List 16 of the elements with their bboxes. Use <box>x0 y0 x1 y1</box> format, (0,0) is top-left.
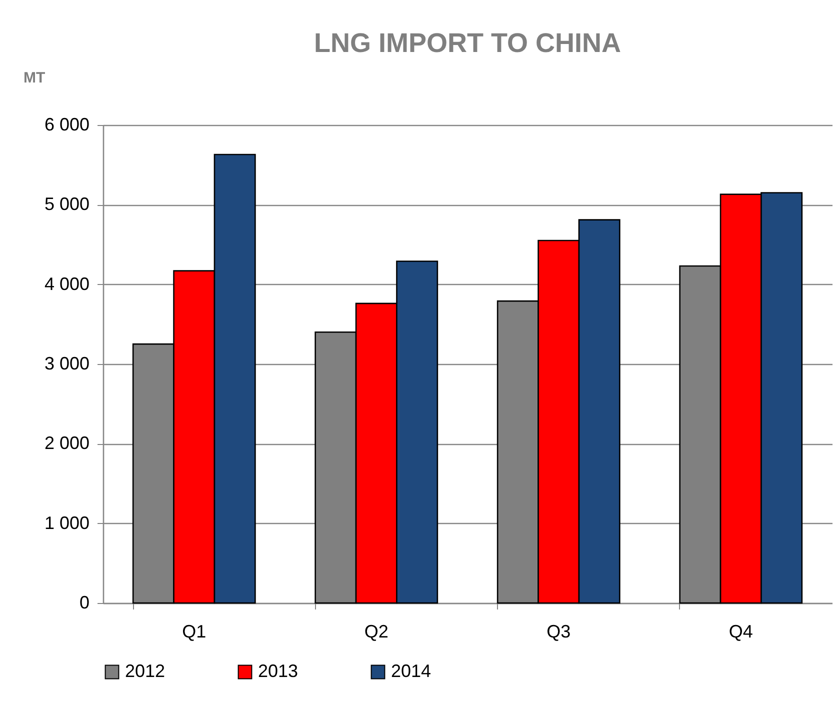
x-tick-label: Q2 <box>364 622 388 642</box>
y-tick-label: 5 000 <box>44 194 90 214</box>
y-tick-label: 0 <box>79 592 90 612</box>
legend-label: 2013 <box>258 661 298 681</box>
legend-label: 2014 <box>391 661 432 681</box>
y-tick-label: 1 000 <box>44 512 90 533</box>
x-tick-label: Q4 <box>728 622 753 642</box>
y-tick-label: 6 000 <box>44 114 90 134</box>
legend-label: 2012 <box>125 661 166 681</box>
x-tick-label: Q1 <box>182 622 206 642</box>
y-tick-label: 2 000 <box>44 433 90 454</box>
y-tick-label: 3 000 <box>44 354 90 374</box>
chart-title: LNG IMPORT TO CHINA <box>314 28 621 58</box>
x-tick-label: Q3 <box>546 622 571 642</box>
y-tick-label: 4 000 <box>44 274 90 294</box>
y-axis-title: MT <box>24 70 46 86</box>
